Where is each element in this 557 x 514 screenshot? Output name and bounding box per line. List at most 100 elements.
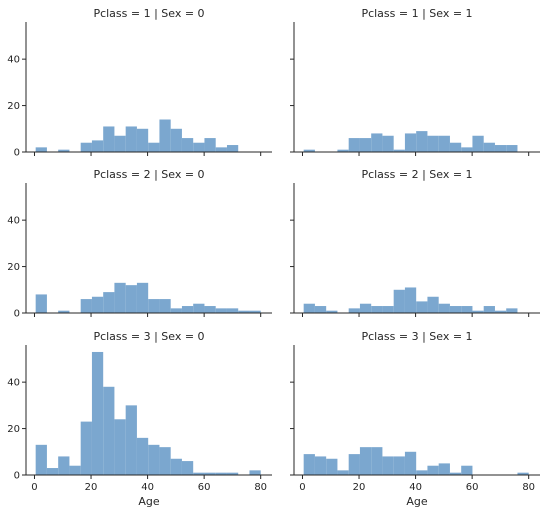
histogram-bar <box>125 126 137 152</box>
histogram-bar <box>438 303 450 313</box>
x-tick-label: 20 <box>85 482 98 493</box>
facet-panel-2: Pclass = 1 | Sex = 1 <box>290 7 540 156</box>
histogram-bar <box>517 472 529 475</box>
histogram-bar <box>170 458 182 475</box>
histogram-bar <box>472 310 484 313</box>
histogram-bar <box>103 126 115 152</box>
histogram-bar <box>303 149 315 152</box>
histogram-bar <box>136 128 149 152</box>
histogram-bar <box>193 303 205 313</box>
histogram-bar <box>404 287 417 313</box>
histogram-bar <box>193 472 205 475</box>
facet-panel-1: Pclass = 1 | Sex = 0 0 20 40 <box>7 7 272 159</box>
y-tick-label: 20 <box>7 101 20 112</box>
panel-title: Pclass = 3 | Sex = 1 <box>361 330 472 343</box>
histogram-bar <box>58 149 70 152</box>
x-tick-label: 40 <box>141 482 154 493</box>
histogram-bar <box>148 444 160 475</box>
histogram-bar <box>461 465 473 475</box>
y-tick-label: 40 <box>7 378 20 389</box>
histogram-bar <box>382 456 394 475</box>
histogram-bar <box>159 299 171 313</box>
histogram-bar <box>91 140 104 152</box>
histogram-bar <box>359 447 372 475</box>
histogram-bar <box>204 306 216 313</box>
histogram-bar <box>461 306 473 313</box>
histogram-bar <box>35 294 47 313</box>
histogram-bar <box>393 289 405 313</box>
histogram-bar <box>314 456 327 475</box>
histogram-bar <box>226 145 239 152</box>
histogram-bar <box>371 133 383 152</box>
histogram-bar <box>125 285 137 313</box>
histogram-bar <box>303 454 315 475</box>
y-tick-label: 20 <box>7 262 20 273</box>
histogram-bar <box>148 142 160 152</box>
histogram-bar <box>114 419 126 475</box>
histogram-bar <box>337 149 349 152</box>
histogram-bar <box>404 133 417 152</box>
histogram-bar <box>427 296 439 313</box>
histogram-bar <box>181 461 194 475</box>
histogram-bar <box>136 282 149 313</box>
histogram-bar <box>204 138 216 152</box>
histogram-bar <box>170 308 182 313</box>
y-tick-label: 0 <box>14 309 20 320</box>
histogram-bar <box>226 472 239 475</box>
histogram-bar <box>215 472 227 475</box>
histogram-bar <box>371 447 383 475</box>
histogram-bar <box>348 454 360 475</box>
x-axis-label: Age <box>406 495 428 508</box>
facet-panel-6: Pclass = 3 | Sex = 1 0 20 40 60 80 Age <box>290 330 540 508</box>
histogram-bar <box>249 310 261 313</box>
histogram-bar <box>103 386 115 475</box>
histogram-bar <box>58 310 70 313</box>
histogram-bar <box>393 149 405 152</box>
panel-title: Pclass = 2 | Sex = 0 <box>93 168 204 181</box>
histogram-bar <box>427 135 439 152</box>
x-tick-label: 0 <box>299 482 305 493</box>
histogram-bar <box>114 282 126 313</box>
histogram-bar <box>483 306 495 313</box>
x-axis-label: Age <box>138 495 160 508</box>
x-tick-label: 80 <box>254 482 267 493</box>
histogram-bar <box>348 308 360 313</box>
histogram-bar <box>371 306 383 313</box>
histogram-bar <box>449 472 462 475</box>
histogram-bar <box>69 465 81 475</box>
histogram-bar <box>181 138 194 152</box>
histogram-bar <box>249 470 261 475</box>
histogram-bar <box>393 456 405 475</box>
histogram-bar <box>215 147 227 152</box>
x-tick-label: 80 <box>522 482 535 493</box>
histogram-bar <box>35 147 47 152</box>
histogram-bar <box>382 306 394 313</box>
histogram-bar <box>159 119 171 152</box>
histogram-bar <box>303 303 315 313</box>
panel-title: Pclass = 3 | Sex = 0 <box>93 330 204 343</box>
histogram-bar <box>91 296 104 313</box>
x-tick-label: 0 <box>31 482 37 493</box>
facet-panel-3: Pclass = 2 | Sex = 0 0 20 40 <box>7 168 272 320</box>
histogram-bar <box>449 142 462 152</box>
x-tick-label: 40 <box>409 482 422 493</box>
histogram-bar <box>46 468 59 475</box>
histogram-bar <box>359 303 372 313</box>
histogram-bar <box>314 306 327 313</box>
histogram-bar <box>238 310 250 313</box>
histogram-bar <box>193 142 205 152</box>
histogram-bar <box>58 456 70 475</box>
histogram-bar <box>438 463 450 475</box>
x-tick-label: 60 <box>466 482 479 493</box>
histogram-bar <box>427 465 439 475</box>
histogram-bar <box>80 421 92 475</box>
facet-panel-5: Pclass = 3 | Sex = 0 0 20 40 0 20 40 60 80 Age <box>7 330 272 508</box>
histogram-bar <box>416 470 428 475</box>
histogram-bar <box>215 308 227 313</box>
panel-title: Pclass = 2 | Sex = 1 <box>361 168 472 181</box>
histogram-bar <box>359 138 372 152</box>
panel-title: Pclass = 1 | Sex = 1 <box>361 7 472 20</box>
y-tick-label: 20 <box>7 424 20 435</box>
histogram-bar <box>170 128 182 152</box>
